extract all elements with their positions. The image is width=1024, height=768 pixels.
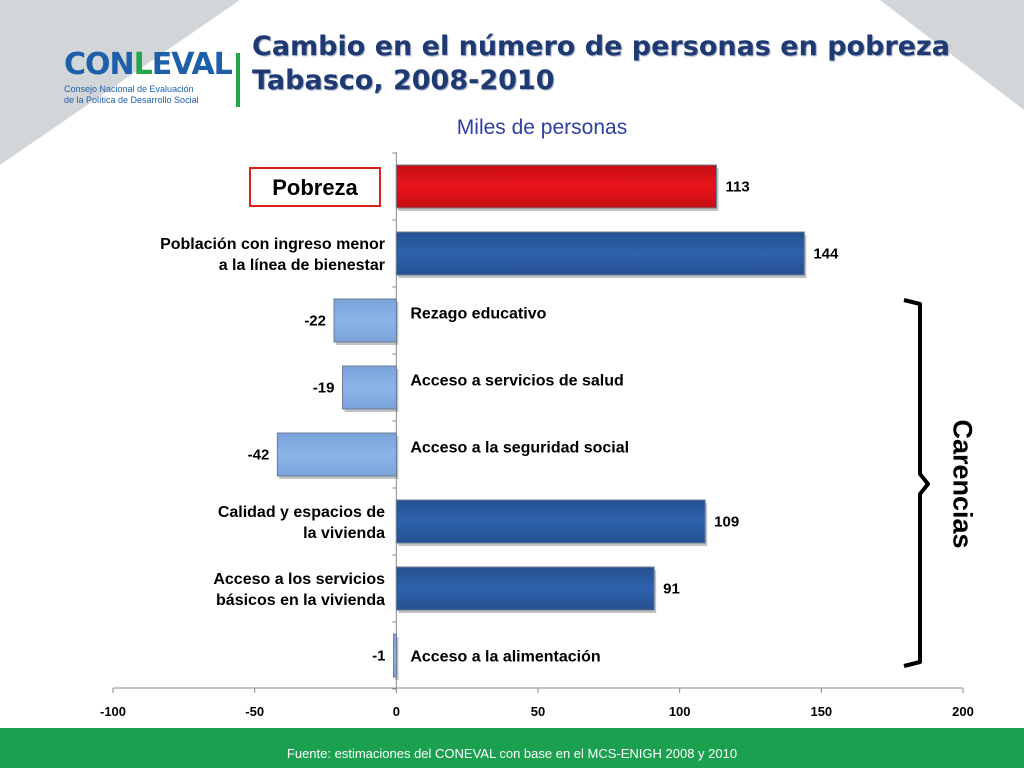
bar [333,298,397,343]
data-label: 144 [813,246,839,263]
data-label: -42 [248,447,270,464]
category-label: Acceso a los servicios [213,571,385,588]
x-tick-label: 50 [531,704,545,719]
x-tick-label: -50 [245,704,264,719]
category-label: Rezago educativo [410,306,546,323]
chart-subtitle: Miles de personas [456,116,628,139]
bar [393,633,397,678]
category-label: Acceso a la alimentación [410,649,600,666]
category-label: Acceso a servicios de salud [410,373,623,390]
bar [395,499,706,544]
data-label: 113 [726,179,750,196]
logo-word-b: EVAL [151,47,233,82]
bar [395,566,655,611]
footer-source: Fuente: estimaciones del CONEVAL con bas… [286,746,738,761]
category-label: Pobreza [272,175,358,200]
category-label: la vivienda [303,525,385,542]
page-title: Cambio en el número de personas en pobre… [252,30,950,98]
pobreza-label-box [249,167,381,207]
bar [395,231,805,276]
data-label: 109 [714,514,739,531]
logo-line1: Consejo Nacional de Evaluación [64,84,194,94]
bar [276,432,397,477]
category-label: Acceso a la seguridad social [410,440,629,457]
bar [342,365,397,410]
title-line2: Tabasco, 2008-2010 [252,65,555,96]
category-label: básicos en la vivienda [216,592,385,609]
bar [395,164,717,209]
logo-line2: de la Política de Desarrollo Social [64,95,199,105]
x-tick-label: 0 [393,704,400,719]
x-tick-label: -100 [100,704,126,719]
logo-divider [236,53,240,107]
data-label: 91 [663,581,680,598]
carencias-brace [903,298,930,668]
category-label: Calidad y espacios de [218,504,385,521]
data-label: -1 [372,648,385,665]
logo-word-l: L [133,47,153,82]
footer-bar [0,728,1024,768]
data-label: -22 [304,313,326,330]
data-label: -19 [313,380,335,397]
logo-word-a: CON [64,47,135,82]
coneval-logo: CONLEVAL Consejo Nacional de Evaluación … [64,47,233,106]
title-line1: Cambio en el número de personas en pobre… [252,31,950,62]
x-tick-label: 100 [669,704,691,719]
carencias-label: Carencias [947,419,978,549]
x-tick-label: 150 [810,704,832,719]
category-label: a la línea de bienestar [219,257,385,274]
x-tick-label: 200 [952,704,974,719]
category-label: Población con ingreso menor [160,236,385,253]
